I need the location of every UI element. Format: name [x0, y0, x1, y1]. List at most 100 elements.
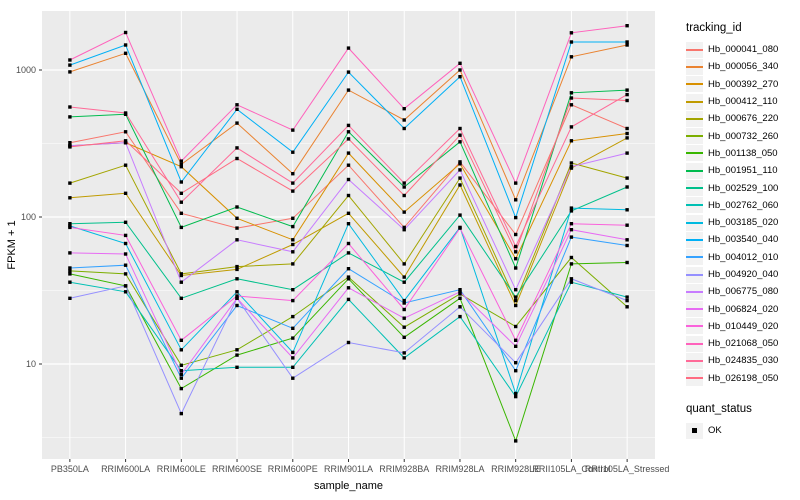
legend-item-label: Hb_000392_270 — [708, 78, 779, 90]
data-point — [346, 277, 351, 281]
legend-key-line — [686, 290, 703, 293]
data-point — [402, 107, 406, 111]
data-point — [68, 280, 72, 284]
legend-item-label: Hb_024835_030 — [708, 355, 779, 367]
data-point — [458, 133, 462, 137]
data-point — [569, 228, 574, 232]
legend-item-label: Hb_021068_050 — [708, 338, 779, 350]
data-point — [179, 191, 183, 195]
data-point — [514, 439, 518, 443]
data-point — [346, 340, 351, 345]
legend-block-quant-status: quant_status OK — [686, 403, 798, 439]
data-point — [402, 193, 406, 198]
legend-item-Hb_003185_020: Hb_003185_020 — [686, 214, 798, 231]
data-point — [402, 316, 406, 320]
data-point — [68, 181, 72, 185]
legend-key-line — [686, 238, 703, 241]
data-point — [68, 58, 72, 62]
x-tick-label: RRII105LA_Control — [532, 464, 610, 474]
data-point — [569, 96, 574, 100]
data-point — [458, 140, 462, 144]
legend-key-line — [686, 83, 703, 86]
data-point — [346, 137, 351, 141]
data-point — [458, 160, 462, 164]
legend-item-Hb_006775_080: Hb_006775_080 — [686, 283, 798, 300]
legend-item-Hb_002762_060: Hb_002762_060 — [686, 197, 798, 214]
data-point — [179, 272, 183, 276]
data-point — [179, 211, 183, 215]
data-point — [625, 136, 629, 140]
data-point — [569, 161, 574, 165]
data-point — [123, 163, 128, 167]
data-point — [402, 181, 406, 185]
x-tick-label: RRIM600PE — [268, 464, 318, 474]
data-point — [458, 68, 462, 72]
data-point — [123, 252, 128, 256]
data-point — [514, 215, 518, 220]
legend-item-label: Hb_010449_020 — [708, 320, 779, 332]
data-point — [458, 183, 462, 187]
data-point — [68, 266, 72, 270]
data-point — [514, 338, 518, 342]
data-point — [235, 365, 239, 369]
data-point — [458, 213, 462, 217]
data-point — [625, 208, 629, 212]
x-tick-label: RRIM928LA — [435, 464, 484, 474]
legend-key — [686, 214, 703, 231]
data-point — [291, 150, 295, 154]
legend-key-line — [686, 325, 703, 328]
data-point — [514, 295, 518, 299]
data-point — [346, 130, 351, 134]
data-point — [179, 363, 183, 367]
data-point — [179, 165, 183, 169]
data-point — [235, 264, 239, 269]
data-point — [625, 260, 629, 265]
legend-item-quant-OK: OK — [686, 422, 798, 439]
data-point — [68, 63, 72, 67]
legend-item-label: OK — [708, 425, 722, 437]
legend-item-label: Hb_002529_100 — [708, 182, 779, 194]
data-point — [68, 196, 72, 200]
data-point — [123, 139, 128, 143]
legend: tracking_id Hb_000041_080 Hb_000056_340 Hb… — [686, 22, 798, 439]
data-point — [402, 225, 406, 230]
data-point — [291, 288, 295, 292]
legend-key-line — [686, 359, 703, 362]
data-point — [291, 298, 295, 303]
data-point — [458, 162, 462, 166]
legend-key — [686, 180, 703, 197]
legend-item-label: Hb_000676_220 — [708, 113, 779, 125]
data-point — [402, 126, 406, 131]
y-tick-label: 1000 — [16, 65, 36, 75]
legend-key-line — [686, 377, 703, 380]
data-point — [625, 92, 629, 97]
data-point — [235, 226, 239, 230]
legend-item-Hb_000732_260: Hb_000732_260 — [686, 127, 798, 145]
legend-item-Hb_002529_100: Hb_002529_100 — [686, 179, 798, 197]
data-point — [291, 350, 295, 355]
legend-key — [686, 352, 703, 369]
data-point — [625, 98, 629, 103]
legend-item-label: Hb_001138_050 — [708, 147, 778, 159]
legend-item-Hb_010449_020: Hb_010449_020 — [686, 318, 798, 335]
legend-key-line — [686, 48, 703, 51]
legend-item-label: Hb_006824_020 — [708, 303, 779, 315]
legend-item-label: Hb_001951_110 — [708, 165, 778, 177]
data-point — [179, 296, 183, 300]
data-point — [514, 266, 518, 270]
legend-item-label: Hb_004920_040 — [708, 269, 779, 280]
legend-item-Hb_004012_010: Hb_004012_010 — [686, 249, 798, 266]
legend-key-line — [686, 256, 703, 259]
data-point — [291, 314, 295, 319]
legend-key-line — [686, 135, 703, 138]
data-point — [569, 125, 574, 129]
data-point — [68, 70, 72, 74]
data-point — [179, 369, 183, 373]
data-point — [291, 238, 295, 242]
data-point — [179, 386, 183, 391]
data-point — [569, 262, 574, 266]
data-point — [625, 243, 629, 248]
data-point — [235, 303, 239, 308]
data-point — [514, 391, 518, 396]
